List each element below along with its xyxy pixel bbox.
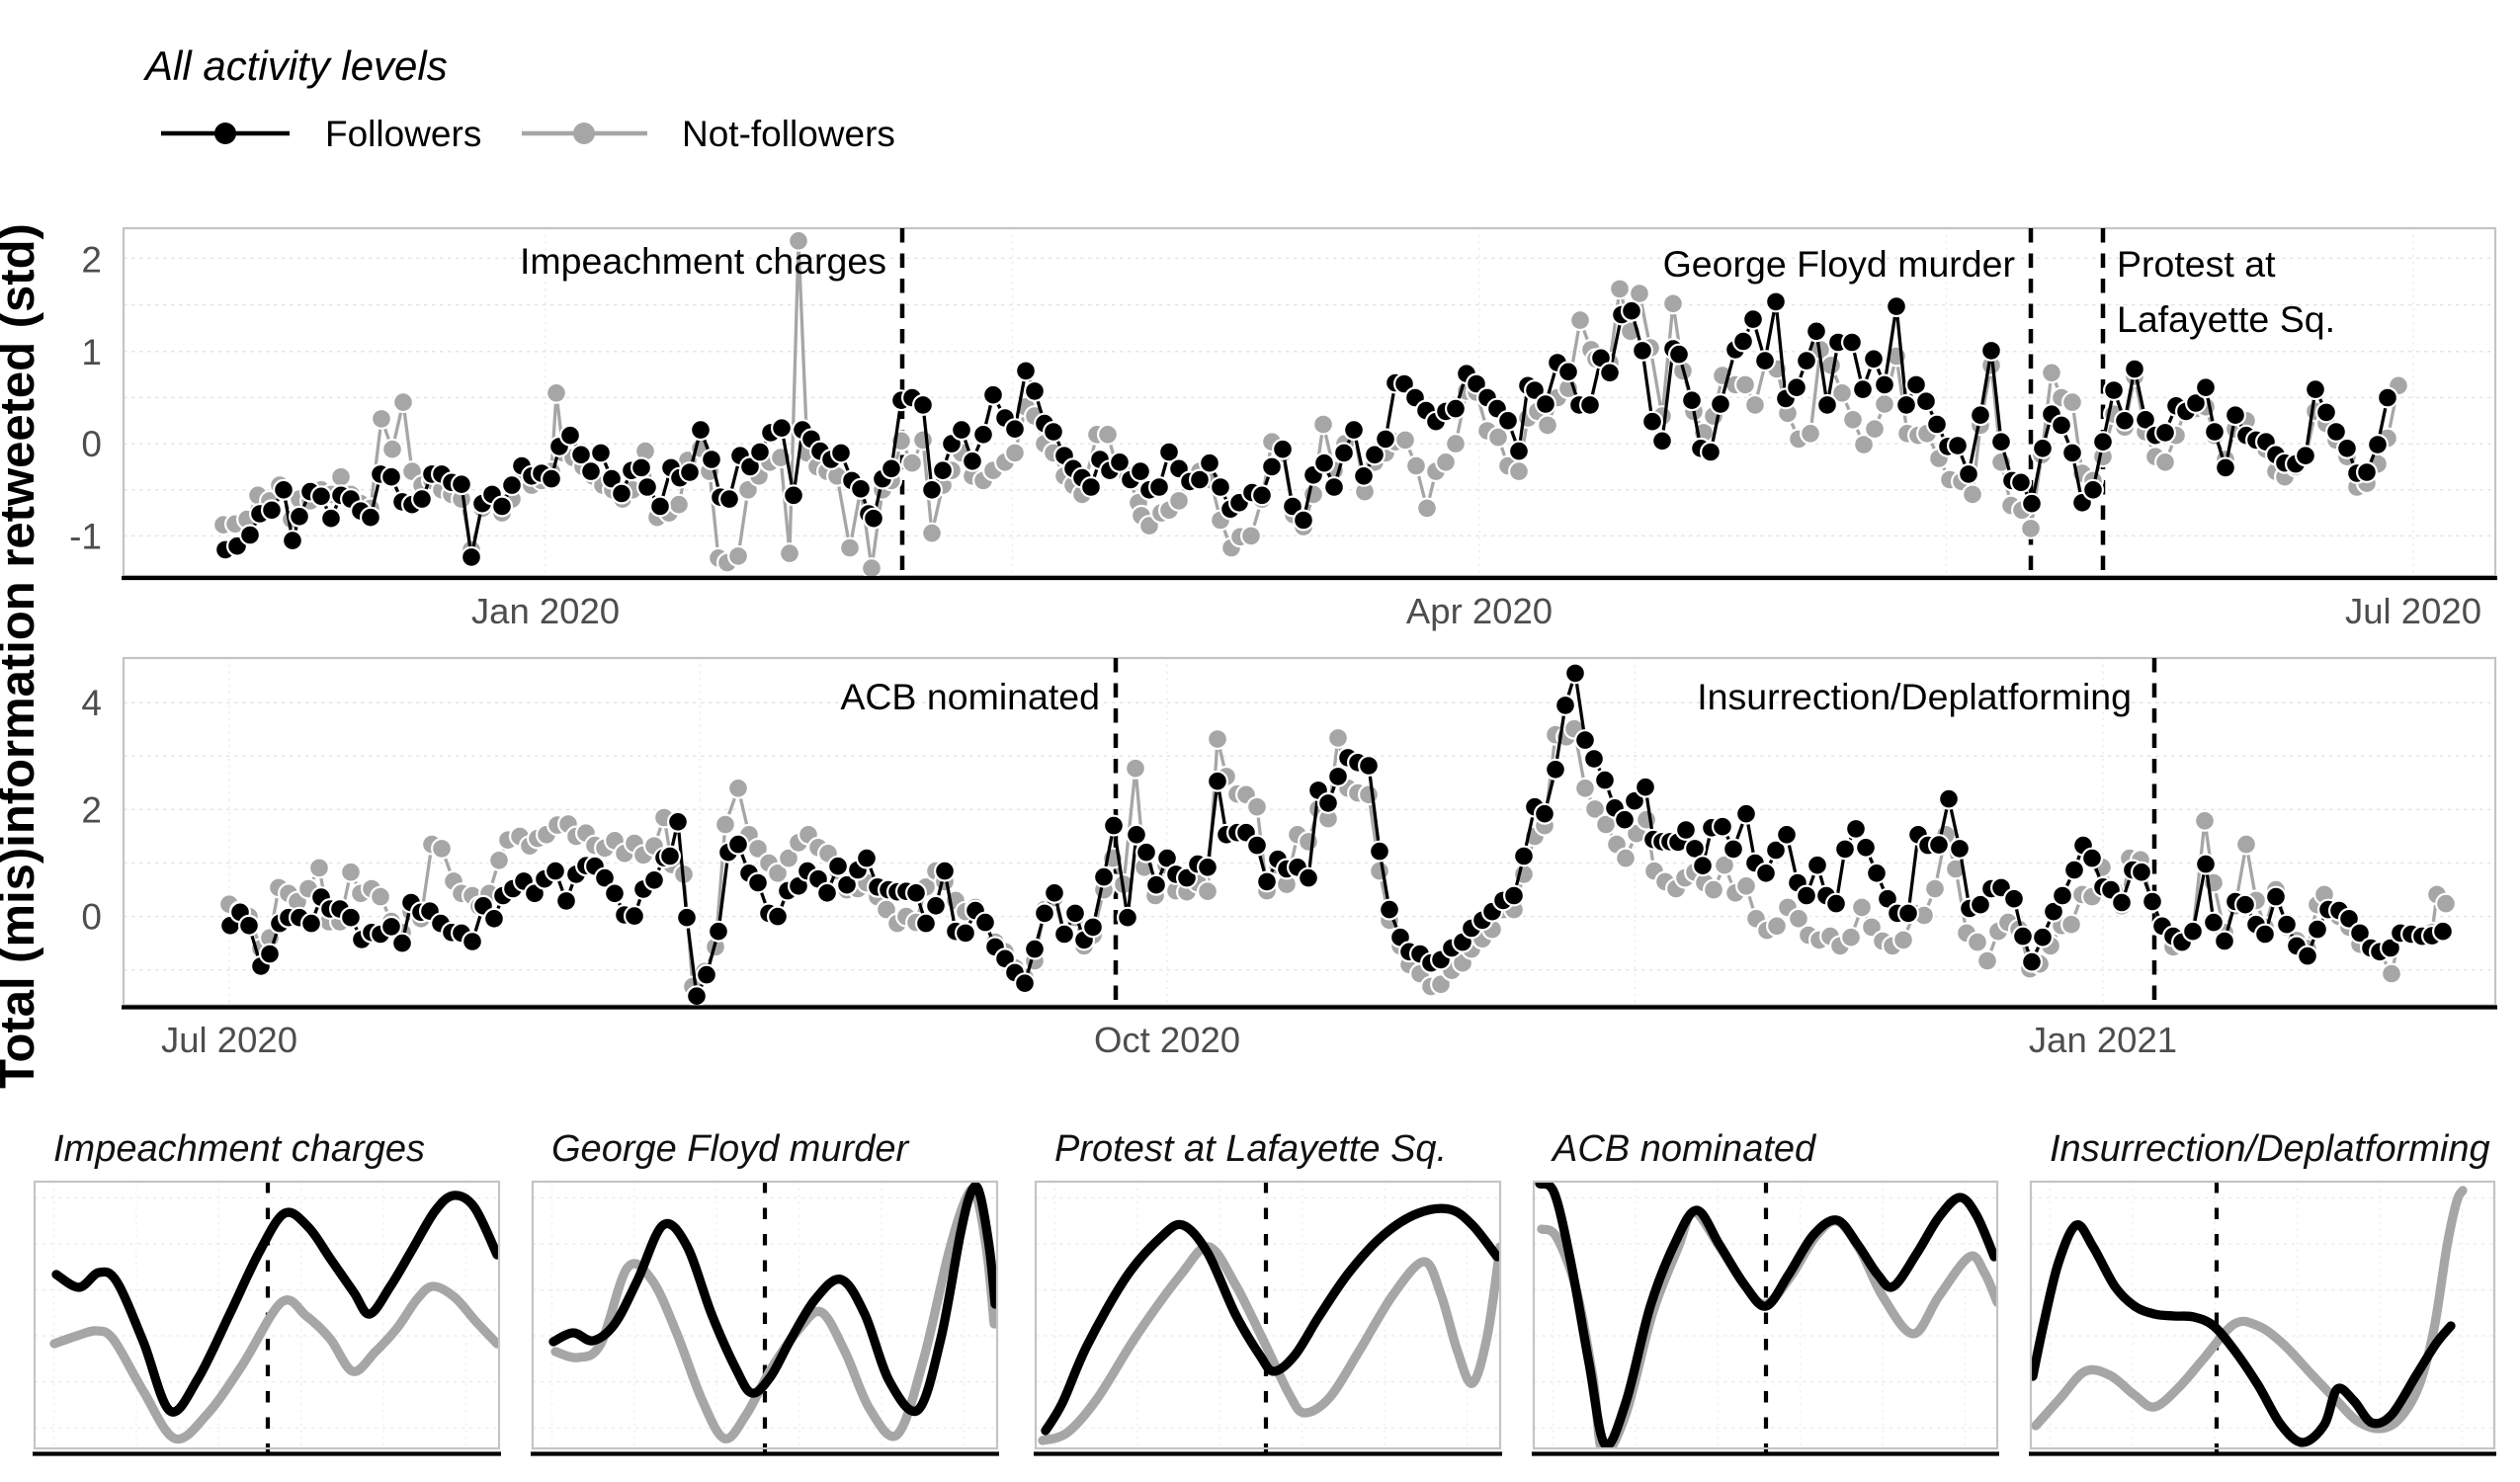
- svg-text:ACB nominated: ACB nominated: [840, 676, 1100, 717]
- svg-text:Jan 2020: Jan 2020: [471, 591, 620, 631]
- svg-text:Total (mis)information retweet: Total (mis)information retweeted (std): [0, 223, 44, 1089]
- svg-text:Insurrection/Deplatforming: Insurrection/Deplatforming: [1697, 676, 2132, 717]
- svg-text:Lafayette Sq.: Lafayette Sq.: [2117, 298, 2335, 340]
- svg-text:Jan 2021: Jan 2021: [2029, 1020, 2177, 1060]
- svg-text:Protest at Lafayette Sq.: Protest at Lafayette Sq.: [1054, 1128, 1447, 1170]
- svg-text:Impeachment charges: Impeachment charges: [53, 1128, 425, 1170]
- svg-text:4: 4: [81, 683, 102, 723]
- svg-text:George Floyd murder: George Floyd murder: [551, 1128, 909, 1170]
- svg-text:All activity levels: All activity levels: [142, 42, 448, 89]
- svg-text:Insurrection/Deplatforming: Insurrection/Deplatforming: [2050, 1128, 2490, 1170]
- svg-text:0: 0: [81, 424, 102, 464]
- svg-text:George Floyd murder: George Floyd murder: [1663, 243, 2015, 285]
- svg-text:Protest at: Protest at: [2117, 243, 2276, 285]
- svg-text:1: 1: [81, 332, 102, 372]
- svg-text:2: 2: [81, 240, 102, 281]
- svg-text:ACB nominated: ACB nominated: [1551, 1128, 1817, 1170]
- svg-text:Followers: Followers: [325, 114, 481, 154]
- svg-text:Oct 2020: Oct 2020: [1094, 1020, 1240, 1060]
- svg-text:0: 0: [81, 897, 102, 938]
- svg-text:Impeachment charges: Impeachment charges: [520, 240, 886, 282]
- svg-text:Not-followers: Not-followers: [682, 114, 895, 154]
- svg-text:Jul 2020: Jul 2020: [2345, 591, 2481, 631]
- svg-text:Apr 2020: Apr 2020: [1406, 591, 1553, 631]
- svg-text:2: 2: [81, 789, 102, 830]
- svg-text:Jul 2020: Jul 2020: [161, 1020, 297, 1060]
- svg-text:-1: -1: [69, 516, 102, 556]
